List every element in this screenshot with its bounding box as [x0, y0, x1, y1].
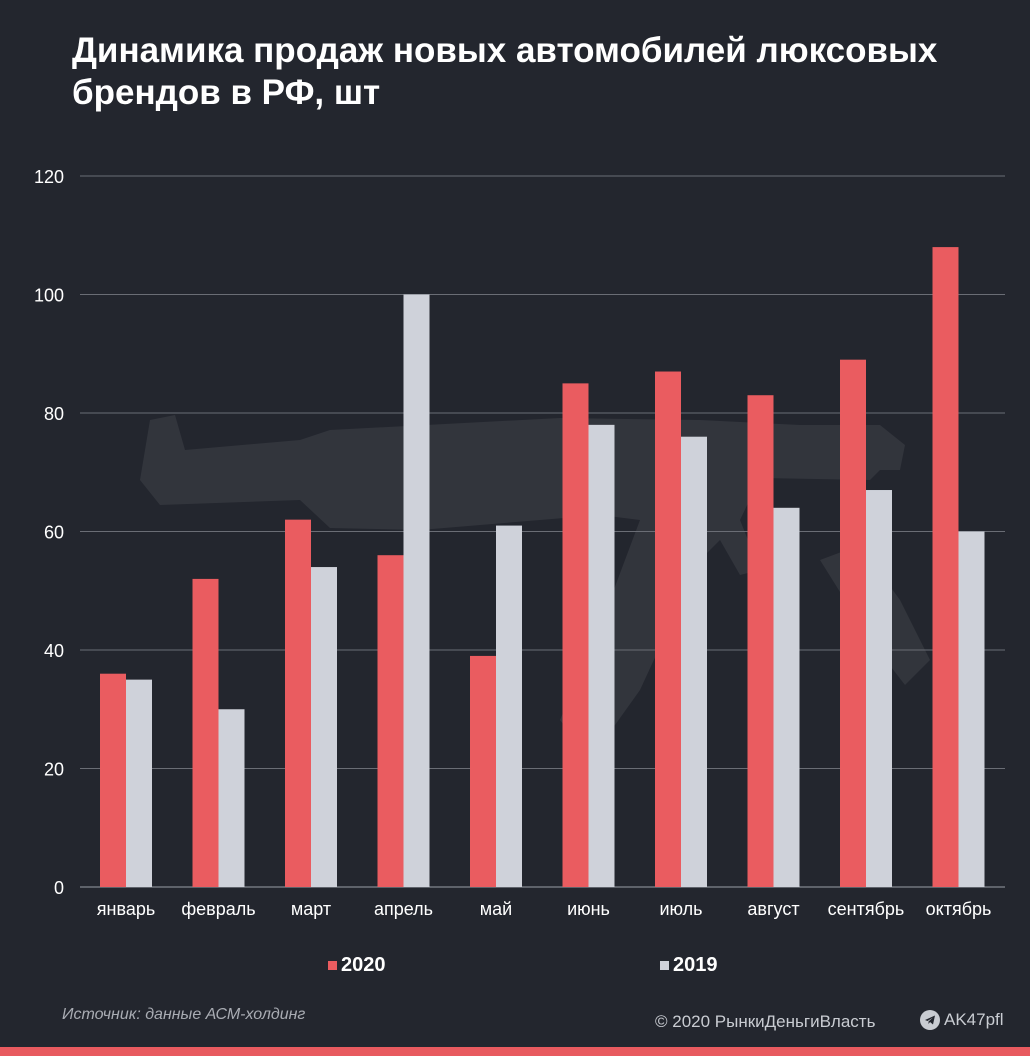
source-note: Источник: данные АСМ-холдинг: [62, 1006, 306, 1023]
x-tick-label: сентябрь: [828, 899, 905, 919]
copyright: © 2020 РынкиДеньгиВласть: [655, 1012, 876, 1031]
bar-2020-январь: [100, 673, 126, 887]
x-tick-label: апрель: [374, 899, 433, 919]
x-tick-label: октябрь: [926, 899, 992, 919]
telegram-icon: [920, 1010, 940, 1030]
bar-2020-июнь: [562, 383, 589, 887]
bar-2019-сентябрь: [866, 490, 892, 887]
accent-bar: [0, 1047, 1030, 1056]
legend-item-2020: 2020: [328, 954, 386, 977]
y-tick-label: 0: [54, 878, 64, 898]
bar-2020-май: [470, 655, 496, 887]
x-axis: январь февраль март апрель май июнь июль август…: [97, 899, 992, 919]
bar-2020-сентябрь: [840, 359, 866, 887]
bar-2020-апрель: [377, 555, 404, 887]
bar-2019-январь: [126, 679, 152, 887]
bar-2019-апрель: [403, 294, 430, 887]
bar-2019-май: [496, 525, 522, 887]
bar-2019-октябрь: [958, 531, 985, 887]
legend-swatch-2020: [328, 961, 337, 970]
bar-2020-октябрь: [932, 247, 959, 888]
x-tick-label: май: [480, 899, 512, 919]
y-axis: 0 20 40 60 80 100 120: [34, 167, 64, 898]
bar-2019-июнь: [588, 424, 615, 887]
legend-label-2019: 2019: [673, 954, 718, 976]
bar-chart: 0 20 40 60 80 100 120 январь февраль март апрель м…: [34, 167, 1005, 919]
legend-swatch-2019: [660, 961, 669, 970]
x-tick-label: август: [747, 899, 799, 919]
chart-title: Динамика продаж новых автомобилей люксов…: [72, 31, 938, 112]
watermark-rifle-icon: [140, 415, 930, 760]
y-tick-label: 20: [44, 760, 64, 780]
y-tick-label: 40: [44, 641, 64, 661]
bar-2020-август: [747, 395, 774, 887]
bar-2020-март: [285, 519, 311, 887]
brand-label: AK47pfl: [944, 1010, 1004, 1029]
y-tick-label: 60: [44, 523, 64, 543]
bar-2019-июль: [681, 436, 707, 887]
x-tick-label: июль: [659, 899, 702, 919]
x-tick-label: март: [291, 899, 331, 919]
x-tick-label: январь: [97, 899, 155, 919]
bar-2019-август: [773, 507, 800, 887]
x-tick-label: февраль: [181, 899, 255, 919]
y-tick-label: 80: [44, 404, 64, 424]
y-tick-label: 100: [34, 286, 64, 306]
bar-2020-июль: [655, 371, 681, 887]
bar-2019-февраль: [218, 709, 245, 887]
bar-2020-февраль: [192, 578, 219, 887]
x-tick-label: июнь: [567, 899, 610, 919]
legend: 2020 2019: [0, 954, 1030, 982]
legend-item-2019: 2019: [660, 954, 718, 977]
brand-link[interactable]: AK47pfl: [920, 1010, 1004, 1030]
bars: [100, 247, 985, 888]
bar-2019-март: [311, 567, 337, 887]
y-tick-label: 120: [34, 167, 64, 187]
legend-label-2020: 2020: [341, 954, 386, 976]
